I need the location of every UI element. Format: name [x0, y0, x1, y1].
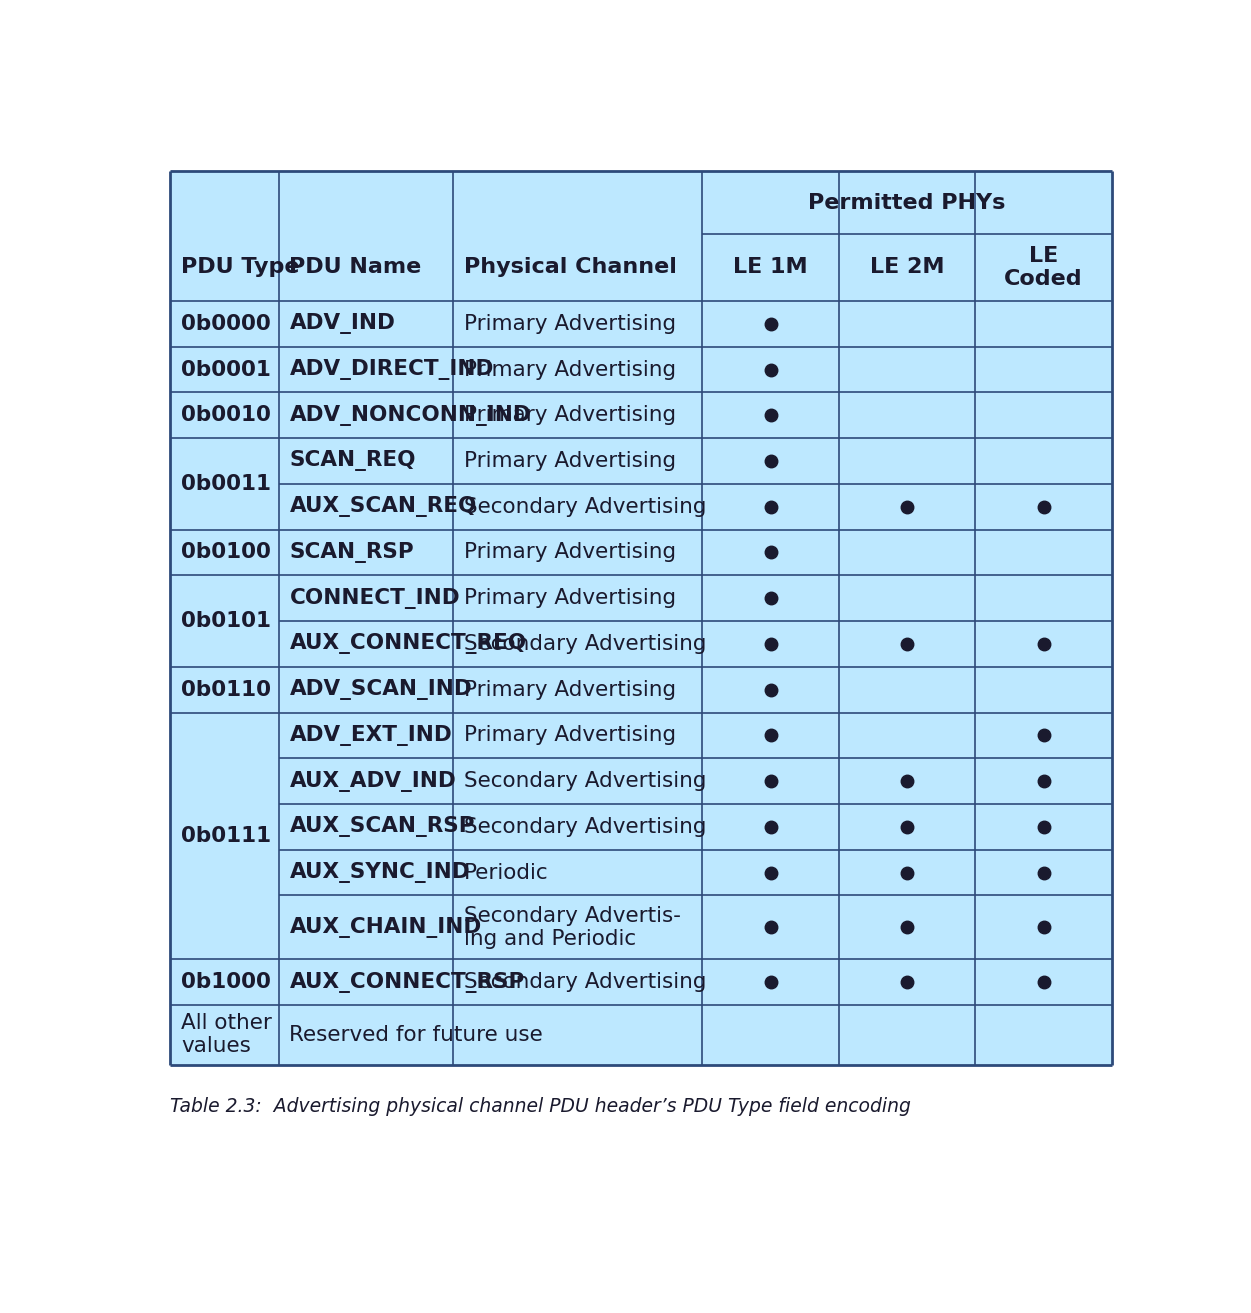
- Text: Primary Advertising: Primary Advertising: [464, 588, 676, 608]
- Text: Reserved for future use: Reserved for future use: [289, 1025, 543, 1045]
- Text: 0b0100: 0b0100: [181, 542, 271, 562]
- Text: ADV_IND: ADV_IND: [289, 314, 395, 335]
- Bar: [170, 667, 1112, 713]
- Bar: [170, 895, 1112, 960]
- Bar: [170, 758, 1112, 804]
- Text: 0b0001: 0b0001: [181, 360, 271, 379]
- Text: Physical Channel: Physical Channel: [464, 257, 677, 277]
- Text: AUX_CONNECT_RSP: AUX_CONNECT_RSP: [289, 972, 524, 993]
- Text: Secondary Advertising: Secondary Advertising: [464, 817, 706, 836]
- Text: LE 2M: LE 2M: [869, 257, 945, 277]
- Text: AUX_CONNECT_REQ: AUX_CONNECT_REQ: [289, 633, 527, 654]
- Text: PDU Type: PDU Type: [181, 257, 300, 277]
- Bar: [170, 850, 1112, 895]
- Text: Primary Advertising: Primary Advertising: [464, 450, 676, 471]
- Text: AUX_ADV_IND: AUX_ADV_IND: [289, 771, 457, 792]
- Text: 0b0111: 0b0111: [181, 826, 271, 846]
- Text: All other
values: All other values: [181, 1014, 271, 1057]
- Bar: [170, 439, 1112, 484]
- Bar: [170, 484, 1112, 529]
- Text: Primary Advertising: Primary Advertising: [464, 680, 676, 700]
- Bar: [170, 621, 1112, 667]
- Bar: [170, 713, 1112, 758]
- Bar: [170, 393, 1112, 439]
- Bar: [170, 804, 1112, 850]
- Text: AUX_SCAN_RSP: AUX_SCAN_RSP: [289, 817, 475, 838]
- Text: 0b0101: 0b0101: [181, 611, 271, 632]
- Text: 0b0110: 0b0110: [181, 680, 271, 700]
- Text: Secondary Advertising: Secondary Advertising: [464, 771, 706, 792]
- Text: AUX_SYNC_IND: AUX_SYNC_IND: [289, 863, 470, 884]
- Text: CONNECT_IND: CONNECT_IND: [289, 588, 460, 609]
- Text: Secondary Advertis-
ing and Periodic: Secondary Advertis- ing and Periodic: [464, 906, 681, 949]
- Text: Secondary Advertising: Secondary Advertising: [464, 496, 706, 517]
- Text: Primary Advertising: Primary Advertising: [464, 314, 676, 334]
- Bar: [170, 529, 1112, 575]
- Text: LE
Coded: LE Coded: [1005, 246, 1083, 289]
- Text: Permitted PHYs: Permitted PHYs: [808, 193, 1006, 213]
- Bar: [170, 347, 1112, 393]
- Text: Primary Advertising: Primary Advertising: [464, 725, 676, 746]
- Text: ADV_DIRECT_IND: ADV_DIRECT_IND: [289, 358, 494, 379]
- Text: Primary Advertising: Primary Advertising: [464, 542, 676, 562]
- Text: 0b1000: 0b1000: [181, 973, 271, 993]
- Bar: [170, 575, 1112, 621]
- Bar: [170, 960, 1112, 1006]
- Text: Primary Advertising: Primary Advertising: [464, 406, 676, 425]
- Text: 0b0011: 0b0011: [181, 474, 271, 494]
- Text: ADV_SCAN_IND: ADV_SCAN_IND: [289, 679, 472, 700]
- Text: AUX_SCAN_REQ: AUX_SCAN_REQ: [289, 496, 477, 517]
- Text: LE 1M: LE 1M: [733, 257, 808, 277]
- Text: ADV_NONCONN_IND: ADV_NONCONN_IND: [289, 404, 532, 425]
- Text: Primary Advertising: Primary Advertising: [464, 360, 676, 379]
- Text: Table 2.3:  Advertising physical channel PDU header’s PDU Type field encoding: Table 2.3: Advertising physical channel …: [170, 1098, 911, 1116]
- Text: Periodic: Periodic: [464, 863, 548, 882]
- Text: 0b0000: 0b0000: [181, 314, 271, 334]
- Text: SCAN_RSP: SCAN_RSP: [289, 542, 414, 563]
- Text: SCAN_REQ: SCAN_REQ: [289, 450, 417, 471]
- Bar: [170, 301, 1112, 347]
- Text: ADV_EXT_IND: ADV_EXT_IND: [289, 725, 452, 746]
- Text: Secondary Advertising: Secondary Advertising: [464, 973, 706, 993]
- Text: Secondary Advertising: Secondary Advertising: [464, 634, 706, 654]
- Text: 0b0010: 0b0010: [181, 406, 271, 425]
- Text: AUX_CHAIN_IND: AUX_CHAIN_IND: [289, 916, 482, 937]
- Text: PDU Name: PDU Name: [289, 257, 422, 277]
- Bar: [170, 1006, 1112, 1065]
- Bar: [170, 172, 1112, 301]
